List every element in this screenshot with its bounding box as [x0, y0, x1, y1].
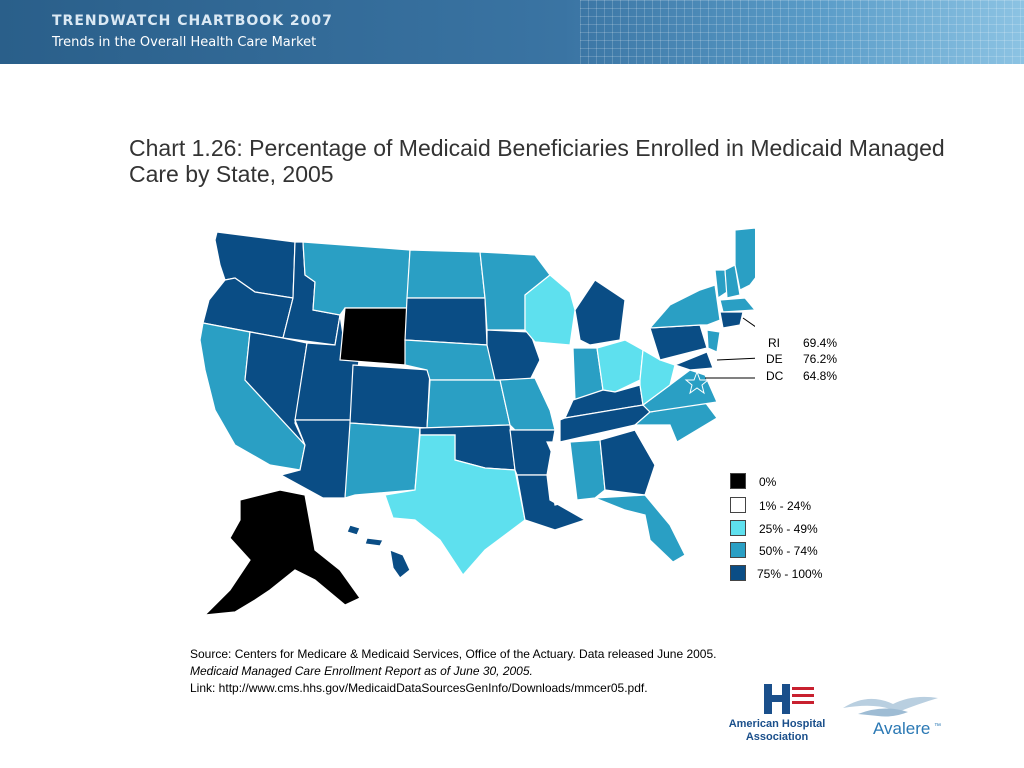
- source-link[interactable]: Link: http://www.cms.hhs.gov/MedicaidDat…: [190, 681, 648, 695]
- state-mt: [302, 241, 411, 316]
- state-me: [734, 227, 774, 291]
- legend-label-4: 75% - 100%: [757, 567, 823, 581]
- state-la: [516, 474, 587, 531]
- aha-text-line2: Association: [746, 731, 809, 743]
- chartbook-subtitle: Trends in the Overall Health Care Market: [52, 35, 317, 50]
- state-mi: [574, 279, 626, 346]
- state-nm: [344, 422, 421, 499]
- source-note: Source: Centers for Medicare & Medicaid …: [190, 646, 717, 697]
- legend-label-1: 1% - 24%: [759, 499, 812, 513]
- state-nv: [244, 331, 308, 446]
- dc-star: [684, 370, 710, 395]
- ri-value: 69.4%: [803, 336, 838, 350]
- state-ga: [599, 429, 656, 496]
- legend-label-0: 0%: [759, 475, 777, 489]
- aha-stripe-3: [792, 701, 814, 704]
- state-co: [349, 364, 431, 429]
- report-title: Medicaid Managed Care Enrollment Report …: [190, 664, 533, 678]
- legend-swatch-2: [730, 520, 746, 536]
- state-pa: [649, 324, 708, 361]
- legend-swatch-4: [730, 565, 746, 581]
- header-banner: TRENDWATCH CHARTBOOK 2007 Trends in the …: [0, 0, 1024, 64]
- ri-leader-line: [742, 317, 764, 333]
- us-map: [195, 220, 774, 625]
- state-fl: [594, 494, 686, 563]
- state-al: [569, 439, 606, 501]
- state-tx: [384, 434, 526, 576]
- aha-stripe-1: [792, 687, 814, 690]
- state-nd: [406, 249, 486, 299]
- aha-text-line1: American Hospital: [729, 718, 826, 730]
- state-wv: [639, 349, 676, 407]
- state-ct: [719, 311, 744, 329]
- avalere-logo-svg: Avalere ™: [843, 696, 941, 738]
- legend-label-2: 25% - 49%: [759, 522, 818, 536]
- state-md: [673, 351, 714, 371]
- avalere-logo: Avalere ™: [838, 690, 948, 740]
- de-value: 76.2%: [803, 352, 838, 366]
- chartbook-title: TRENDWATCH CHARTBOOK 2007: [52, 13, 333, 29]
- avalere-wave-2: [858, 708, 908, 717]
- state-wy: [339, 307, 408, 366]
- legend-label-3: 50% - 74%: [759, 544, 818, 558]
- state-il: [534, 341, 574, 422]
- avalere-wave-1: [843, 696, 938, 712]
- state-ar: [509, 429, 556, 476]
- chart-title: Chart 1.26: Percentage of Medicaid Benef…: [129, 135, 945, 187]
- state-ak: [203, 489, 361, 616]
- state-sd: [404, 297, 488, 346]
- state-hi-islands: [346, 524, 361, 536]
- aha-h-bar: [764, 695, 790, 702]
- state-hi-islands-2: [364, 537, 384, 547]
- de-leader-line: [716, 357, 761, 361]
- state-oh: [596, 339, 644, 393]
- dc-label: DC: [766, 369, 784, 383]
- state-ma: [719, 297, 757, 313]
- header-grid-decoration: [580, 0, 1024, 64]
- us-map-svg: [199, 227, 774, 616]
- state-ny: [648, 284, 721, 329]
- aha-stripe-2: [792, 694, 814, 697]
- state-hi: [389, 549, 411, 579]
- aha-logo: American Hospital Association: [722, 682, 832, 746]
- avalere-text: Avalere: [873, 719, 930, 738]
- ri-label: RI: [768, 336, 780, 350]
- source-line: Source: Centers for Medicare & Medicaid …: [190, 647, 717, 661]
- avalere-tm: ™: [934, 723, 941, 730]
- state-nj: [706, 329, 721, 353]
- aha-logo-svg: American Hospital Association: [729, 684, 826, 743]
- legend-swatch-1: [730, 497, 746, 513]
- state-ks: [426, 379, 511, 429]
- dc-value: 64.8%: [803, 369, 838, 383]
- legend-swatch-3: [730, 542, 746, 558]
- state-wi: [524, 274, 576, 346]
- legend-swatch-0: [730, 473, 746, 489]
- de-label: DE: [766, 352, 783, 366]
